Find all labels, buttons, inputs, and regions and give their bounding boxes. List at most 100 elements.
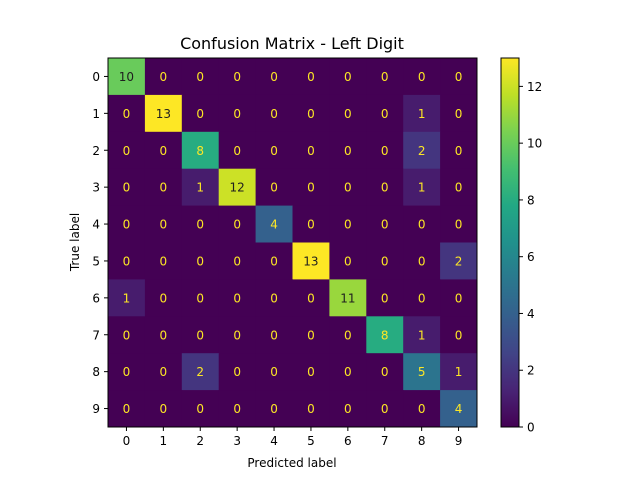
cell-value: 1 bbox=[196, 181, 204, 195]
cell-value: 1 bbox=[418, 328, 426, 342]
heatmap-cell bbox=[292, 58, 330, 96]
heatmap-cell bbox=[144, 242, 183, 280]
cell-value: 0 bbox=[196, 218, 204, 232]
cell-value: 0 bbox=[381, 254, 389, 268]
cell-value: 0 bbox=[233, 365, 241, 379]
x-tick-label: 0 bbox=[123, 434, 131, 448]
heatmap-cell bbox=[329, 316, 367, 354]
x-tick-label: 3 bbox=[233, 434, 241, 448]
heatmap-cell bbox=[329, 58, 367, 96]
heatmap-cell bbox=[292, 168, 330, 207]
colorbar-tick-label: 2 bbox=[527, 364, 535, 378]
cell-value: 0 bbox=[123, 144, 131, 158]
heatmap-cell bbox=[255, 279, 293, 317]
heatmap-cell bbox=[108, 242, 146, 280]
colorbar-tick-label: 6 bbox=[527, 250, 535, 264]
cell-value: 0 bbox=[160, 144, 168, 158]
cell-value: 0 bbox=[233, 70, 241, 84]
plot-frame bbox=[107, 57, 478, 428]
cell-value: 0 bbox=[160, 70, 168, 84]
cell-value: 0 bbox=[381, 218, 389, 232]
cell-value: 0 bbox=[196, 70, 204, 84]
y-axis-label: True label bbox=[68, 213, 82, 272]
heatmap-cell bbox=[218, 205, 257, 243]
heatmap-cell bbox=[144, 94, 183, 133]
heatmap-cell bbox=[181, 316, 220, 354]
heatmap-cell bbox=[366, 316, 404, 354]
heatmap-cell bbox=[403, 242, 441, 280]
cell-value: 0 bbox=[160, 181, 168, 195]
cell-value: 0 bbox=[123, 365, 131, 379]
cell-value: 1 bbox=[455, 365, 463, 379]
cell-value: 0 bbox=[418, 70, 426, 84]
cell-value: 0 bbox=[270, 365, 278, 379]
heatmap-cell bbox=[292, 353, 330, 391]
cell-value: 1 bbox=[123, 291, 131, 305]
heatmap-cell bbox=[440, 390, 478, 428]
heatmap-cell bbox=[292, 94, 330, 133]
cell-value: 0 bbox=[344, 144, 352, 158]
heatmap-cell bbox=[440, 205, 478, 243]
heatmap-cell bbox=[292, 316, 330, 354]
heatmap-cell bbox=[144, 205, 183, 243]
heatmap-cell bbox=[255, 390, 293, 428]
cell-value: 0 bbox=[307, 144, 315, 158]
heatmap-cell bbox=[440, 279, 478, 317]
cell-value: 0 bbox=[160, 218, 168, 232]
x-tick-label: 7 bbox=[381, 434, 389, 448]
x-tick-label: 8 bbox=[418, 434, 426, 448]
heatmap-cell bbox=[144, 353, 183, 391]
cell-value: 0 bbox=[307, 291, 315, 305]
heatmap-cell bbox=[218, 58, 257, 96]
chart-title: Confusion Matrix - Left Digit bbox=[180, 34, 404, 53]
heatmap-cell bbox=[255, 168, 293, 207]
cell-value: 13 bbox=[156, 107, 171, 121]
heatmap-cell bbox=[329, 94, 367, 133]
y-tick-label: 0 bbox=[92, 70, 100, 84]
cell-value: 0 bbox=[233, 144, 241, 158]
heatmap-cell bbox=[218, 316, 257, 354]
x-tick-label: 2 bbox=[196, 434, 204, 448]
cell-value: 0 bbox=[196, 328, 204, 342]
heatmap-cell bbox=[181, 353, 220, 391]
heatmap-cell bbox=[366, 353, 404, 391]
colorbar-tick-label: 0 bbox=[527, 421, 535, 435]
cell-value: 0 bbox=[307, 218, 315, 232]
heatmap-cell bbox=[181, 390, 220, 428]
heatmap-cell bbox=[329, 279, 367, 317]
colorbar-tick-label: 12 bbox=[527, 80, 542, 94]
heatmap-cell bbox=[403, 94, 441, 133]
y-tick-label: 3 bbox=[92, 181, 100, 195]
heatmap-cell bbox=[108, 168, 146, 207]
cell-value: 0 bbox=[196, 107, 204, 121]
x-tick-label: 4 bbox=[270, 434, 278, 448]
y-tick-label: 8 bbox=[92, 365, 100, 379]
cell-value: 2 bbox=[196, 365, 204, 379]
y-tick-label: 2 bbox=[92, 144, 100, 158]
heatmap-cell bbox=[218, 353, 257, 391]
cell-value: 0 bbox=[233, 291, 241, 305]
y-tick-label: 9 bbox=[92, 402, 100, 416]
heatmap-cell bbox=[181, 279, 220, 317]
cell-value: 2 bbox=[418, 144, 426, 158]
cell-value: 0 bbox=[344, 218, 352, 232]
heatmap-cell bbox=[144, 58, 183, 96]
cell-value: 0 bbox=[418, 291, 426, 305]
heatmap-cell bbox=[108, 58, 146, 96]
cell-value: 0 bbox=[123, 402, 131, 416]
cell-value: 0 bbox=[123, 218, 131, 232]
cell-value: 0 bbox=[418, 402, 426, 416]
heatmap-cell bbox=[329, 353, 367, 391]
cell-value: 0 bbox=[160, 291, 168, 305]
cell-value: 0 bbox=[418, 254, 426, 268]
cell-value: 0 bbox=[455, 181, 463, 195]
heatmap-cell bbox=[440, 242, 478, 280]
heatmap-cell bbox=[440, 58, 478, 96]
heatmap-cell bbox=[366, 390, 404, 428]
heatmap-cell bbox=[181, 242, 220, 280]
cell-value: 0 bbox=[381, 144, 389, 158]
cell-value: 0 bbox=[307, 107, 315, 121]
heatmap-cell bbox=[108, 94, 146, 133]
cell-value: 0 bbox=[344, 107, 352, 121]
x-axis-label: Predicted label bbox=[247, 456, 336, 470]
